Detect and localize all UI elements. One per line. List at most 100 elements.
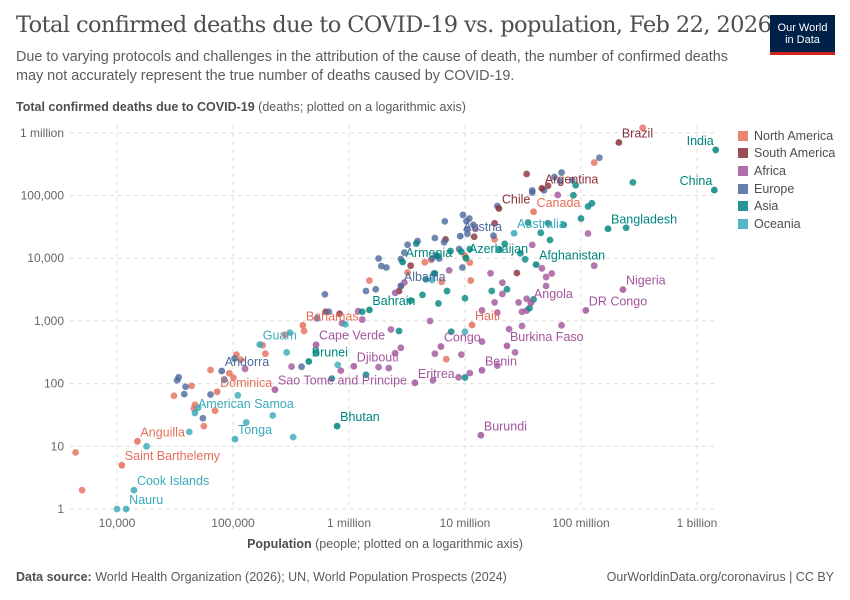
data-point-labeled [456, 232, 464, 240]
data-point-labeled [604, 225, 612, 233]
data-point-labeled [477, 431, 485, 439]
data-point [590, 262, 598, 270]
data-point [487, 269, 494, 277]
point-label: Nauru [129, 493, 163, 507]
data-point [358, 316, 366, 323]
point-label: Guam [263, 329, 297, 343]
x-tick-label: 10 million [440, 516, 491, 530]
data-point [466, 245, 474, 253]
x-axis-label-bold: Population [247, 537, 312, 551]
data-point-labeled [256, 341, 264, 348]
data-point [180, 390, 188, 398]
data-point [261, 350, 269, 358]
data-point [312, 348, 320, 356]
data-point [457, 248, 465, 256]
data-point [372, 285, 380, 293]
legend-label: South America [754, 146, 836, 161]
data-point [447, 328, 455, 336]
data-point-labeled [615, 139, 623, 146]
point-label: China [680, 174, 713, 188]
data-point-labeled [305, 358, 313, 365]
data-point [544, 182, 552, 190]
data-point [498, 279, 506, 287]
data-point [173, 376, 181, 384]
data-point [441, 217, 449, 225]
data-point [538, 264, 546, 272]
data-point [542, 282, 550, 290]
data-point [516, 249, 524, 257]
legend-swatch [738, 201, 748, 212]
point-label: Congo [444, 331, 481, 345]
data-point [523, 170, 531, 178]
x-axis-label: Population (people; plotted on a logarit… [0, 537, 770, 551]
data-point [431, 350, 439, 358]
data-point [431, 234, 439, 242]
point-label: Argentina [545, 172, 599, 186]
data-point [590, 159, 598, 166]
data-point-labeled [503, 342, 511, 350]
data-point [463, 217, 470, 225]
owid-logo[interactable]: Our World in Data [770, 15, 835, 55]
data-point-labeled [312, 341, 320, 349]
legend-item[interactable]: Oceania [738, 215, 835, 233]
data-point [426, 317, 434, 325]
data-point-labeled [134, 437, 141, 445]
data-point [546, 236, 554, 244]
data-point [457, 351, 465, 359]
data-point-labeled [411, 379, 419, 387]
data-point [577, 215, 585, 222]
data-point [288, 363, 295, 370]
point-label: Brazil [622, 127, 653, 141]
data-point [404, 269, 411, 276]
data-point-labeled [130, 486, 138, 494]
data-point [207, 391, 214, 398]
legend-label: North America [754, 128, 834, 143]
legend-item[interactable]: Europe [738, 180, 835, 198]
data-point [391, 349, 399, 357]
data-point [358, 308, 366, 316]
data-point [537, 229, 545, 237]
data-point [466, 259, 474, 267]
point-label: Albania [404, 270, 446, 284]
legend-item[interactable]: Asia [738, 197, 835, 215]
data-point [337, 367, 345, 375]
data-point-labeled [532, 261, 540, 269]
data-point [313, 314, 321, 322]
data-point-labeled [333, 422, 341, 430]
data-point [404, 241, 411, 249]
data-point-labeled [399, 258, 407, 266]
data-point [496, 246, 504, 254]
data-point-labeled [350, 362, 358, 370]
data-point [241, 365, 249, 373]
data-point [470, 233, 478, 241]
x-tick-label: 1 billion [677, 516, 718, 530]
x-tick-label: 10,000 [99, 516, 136, 530]
legend-swatch [738, 218, 748, 229]
data-point [521, 255, 529, 263]
data-point [515, 299, 523, 306]
data-point [490, 232, 497, 240]
point-label: Andorra [225, 355, 270, 369]
data-point [442, 355, 450, 363]
data-point [430, 270, 438, 277]
source-link[interactable]: OurWorldinData.org/coronavirus | CC BY [606, 570, 834, 584]
data-point-labeled [619, 286, 627, 294]
data-point-labeled [468, 321, 476, 329]
data-point [491, 219, 499, 227]
y-axis-label-note: (deaths; plotted on a logarithmic axis) [258, 100, 466, 114]
data-point-labeled [478, 366, 486, 374]
legend-item[interactable]: Africa [738, 162, 835, 180]
data-point-labeled [462, 254, 470, 262]
data-point [200, 422, 208, 430]
data-point [526, 304, 533, 312]
data-point [428, 255, 436, 262]
data-point [491, 299, 499, 306]
data-point-labeled [271, 386, 279, 394]
data-point [321, 290, 329, 298]
legend-item[interactable]: South America [738, 145, 835, 163]
legend-item[interactable]: North America [738, 127, 835, 145]
point-label: Canada [537, 196, 581, 210]
data-point [377, 262, 385, 270]
data-point [551, 173, 558, 181]
data-point-labeled [710, 186, 718, 194]
